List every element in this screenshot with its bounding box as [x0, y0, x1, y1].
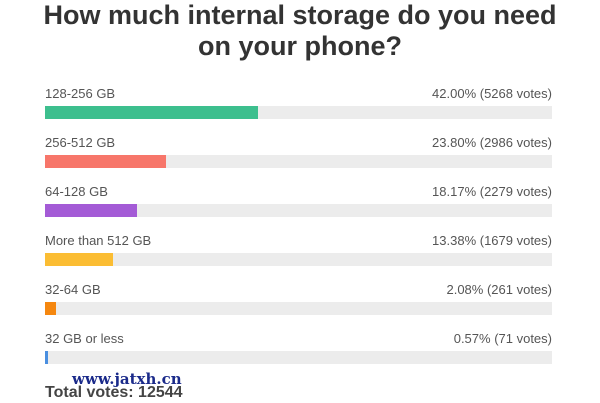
bar — [45, 253, 113, 266]
poll-row: 32-64 GB 2.08% (261 votes) — [45, 282, 552, 322]
chart-title: How much internal storage do you need on… — [43, 0, 557, 61]
poll-row: More than 512 GB 13.38% (1679 votes) — [45, 233, 552, 273]
bar-track — [45, 106, 552, 119]
bar-track — [45, 204, 552, 217]
value-label: 0.57% (71 votes) — [453, 331, 552, 346]
bar — [45, 106, 258, 119]
option-label: 256-512 GB — [45, 135, 116, 150]
total-votes: Total votes: 12544 — [45, 384, 183, 401]
bar-track — [45, 351, 552, 364]
bar — [45, 204, 138, 217]
watermark: www.jatxh.cn — [72, 370, 182, 388]
bar-track — [45, 302, 552, 315]
bar — [45, 351, 48, 364]
value-label: 42.00% (5268 votes) — [432, 86, 552, 101]
bar — [45, 302, 56, 315]
bar-track — [45, 155, 552, 168]
option-label: 32-64 GB — [45, 282, 101, 297]
value-label: 18.17% (2279 votes) — [432, 184, 552, 199]
option-label: 32 GB or less — [45, 331, 124, 346]
poll-row: 256-512 GB 23.80% (2986 votes) — [45, 135, 552, 175]
value-label: 2.08% (261 votes) — [446, 282, 552, 297]
value-label: 23.80% (2986 votes) — [432, 135, 552, 150]
poll-row: 32 GB or less 0.57% (71 votes) — [45, 331, 552, 371]
bar-track — [45, 253, 552, 266]
option-label: 64-128 GB — [45, 184, 108, 199]
poll-row: 64-128 GB 18.17% (2279 votes) — [45, 184, 552, 224]
poll-row: 128-256 GB 42.00% (5268 votes) — [45, 86, 552, 126]
value-label: 13.38% (1679 votes) — [432, 233, 552, 248]
option-label: More than 512 GB — [45, 233, 152, 248]
bar — [45, 155, 166, 168]
option-label: 128-256 GB — [45, 86, 116, 101]
